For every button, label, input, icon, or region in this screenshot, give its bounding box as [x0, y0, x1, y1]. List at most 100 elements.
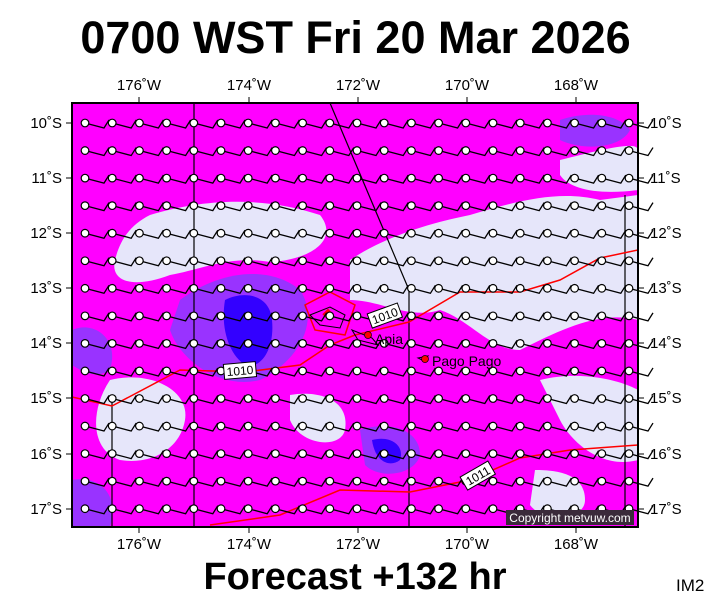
wind-barb [352, 476, 382, 487]
wind-barb [461, 449, 491, 460]
wind-barb [271, 421, 300, 432]
wind-barb [107, 283, 137, 295]
wind-barb [107, 146, 137, 157]
wind-barb [407, 366, 436, 377]
wind-barb [379, 504, 409, 515]
wind-barb [271, 449, 300, 460]
wind-barb [189, 173, 219, 184]
wind-barb [515, 366, 545, 377]
wind-barb [134, 476, 164, 487]
wind-barb [597, 228, 627, 239]
wind-barb [162, 311, 192, 322]
wind-barb [298, 339, 328, 350]
wind-barb [243, 449, 273, 460]
wind-barb [597, 283, 627, 295]
lat-tick-label: 12˚S [650, 225, 682, 242]
lat-tick-label: 17˚S [650, 501, 682, 518]
wind-barb [407, 256, 436, 267]
wind-barb [80, 339, 110, 350]
wind-barb [271, 366, 300, 377]
wind-barb [461, 366, 491, 377]
wind-barb [379, 256, 409, 267]
wind-barb [461, 421, 491, 432]
wind-barb [352, 228, 382, 239]
wind-barb [352, 173, 382, 184]
wind-barb [488, 228, 518, 239]
wind-barb [134, 173, 164, 184]
copyright: Copyright metvuw.com [509, 511, 630, 525]
lat-tick-label: 10˚S [650, 115, 682, 132]
wind-barb [298, 256, 328, 267]
wind-barb [298, 421, 328, 432]
wind-barb [515, 283, 545, 295]
wind-barb [216, 146, 246, 157]
wind-barb [352, 421, 382, 432]
wind-barb [624, 146, 654, 157]
wind-barb [298, 173, 328, 184]
wind-barb [570, 118, 600, 129]
wind-barb [107, 366, 137, 377]
wind-barb [434, 421, 464, 432]
wind-barb [325, 366, 355, 377]
wind-barb [107, 504, 137, 515]
wind-barb [107, 118, 137, 129]
wind-barb [216, 283, 246, 295]
wind-barb [624, 366, 654, 377]
wind-barb [624, 339, 654, 350]
wind-barb [407, 311, 436, 322]
wind-barb [162, 394, 192, 405]
wind-barb [80, 283, 110, 295]
lon-tick-label: 168˚W [554, 536, 599, 553]
wind-barb [379, 173, 409, 184]
wind-barb [515, 173, 545, 184]
wind-barb [352, 366, 382, 377]
wind-barb [134, 283, 164, 295]
wind-barb [216, 228, 246, 239]
wind-barb [624, 283, 654, 295]
wind-barb [434, 118, 464, 129]
wind-barb [570, 366, 600, 377]
wind-barb [488, 476, 518, 487]
lon-tick-label: 170˚W [445, 536, 490, 553]
wind-barb [134, 394, 164, 405]
wind-barb [461, 504, 491, 515]
wind-barb [134, 118, 164, 129]
wind-barb [243, 201, 273, 212]
wind-barb [271, 394, 300, 405]
wind-barb [134, 339, 164, 350]
wind-barb [570, 256, 600, 267]
wind-barb [216, 449, 246, 460]
forecast-label: Forecast +132 hr [203, 556, 507, 598]
wind-barb [162, 256, 192, 267]
wind-barb [271, 476, 300, 487]
wind-barb [162, 228, 192, 239]
wind-barb [570, 311, 600, 322]
wind-barb [407, 228, 436, 239]
lon-tick-label: 170˚W [445, 77, 490, 94]
wind-barb [597, 476, 627, 487]
wind-barb [298, 283, 328, 295]
isobar-label: 1010 [226, 363, 254, 379]
wind-barb [570, 449, 600, 460]
wind-barb [434, 394, 464, 405]
wind-barb [543, 256, 572, 267]
wind-barb [488, 201, 518, 212]
wind-barb [134, 228, 164, 239]
wind-barb [461, 339, 491, 350]
wind-barb [107, 201, 137, 212]
lat-tick-label: 11˚S [650, 170, 681, 187]
wind-barb [162, 421, 192, 432]
wind-barb [325, 394, 355, 405]
wind-barb [189, 366, 219, 377]
wind-barb [298, 118, 328, 129]
lat-tick-label: 16˚S [30, 446, 62, 463]
wind-barb [271, 504, 300, 515]
wind-barb [407, 173, 436, 184]
wind-barb [434, 476, 464, 487]
wind-barb [570, 421, 600, 432]
wind-barb [461, 173, 491, 184]
lat-tick-label: 16˚S [650, 446, 682, 463]
wind-barb [597, 256, 627, 267]
wind-barb [515, 394, 545, 405]
